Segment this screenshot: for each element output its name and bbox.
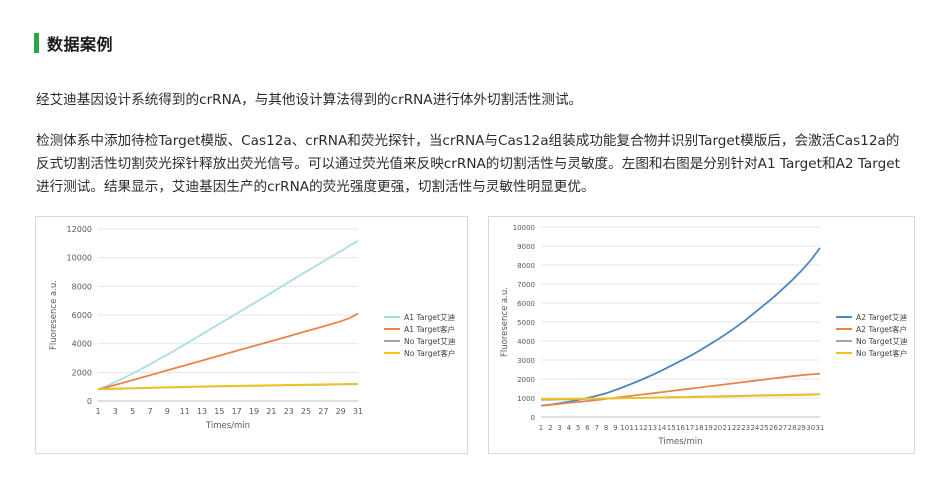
- series-line-4: [97, 382, 359, 390]
- y-tick-label: 2000: [72, 368, 92, 377]
- y-tick-label: 0: [531, 414, 535, 422]
- x-tick-label: 13: [648, 424, 657, 432]
- x-tick-label: 7: [595, 424, 599, 432]
- x-tick-label: 19: [704, 424, 713, 432]
- x-tick-label: 21: [723, 424, 732, 432]
- x-tick-label: 31: [816, 424, 825, 432]
- intro-paragraph: 经艾迪基因设计系统得到的crRNA，与其他设计算法得到的crRNA进行体外切割活…: [36, 92, 583, 108]
- x-tick-label: 3: [557, 424, 561, 432]
- x-tick-label: 27: [318, 407, 328, 416]
- x-tick-label: 30: [806, 424, 815, 432]
- x-axis-title: Times/min: [657, 437, 702, 447]
- legend-label: A2 Target艾迪: [856, 312, 908, 322]
- y-tick-label: 5000: [517, 319, 535, 327]
- x-tick-label: 11: [630, 424, 639, 432]
- chart-a2-target: 0 1000 2000 3000 4000 5000 6000 7000 8000 9000 100…: [500, 224, 908, 447]
- x-tick-label: 17: [232, 407, 242, 416]
- legend-label: A1 Target艾迪: [404, 312, 456, 322]
- legend-label: A2 Target客户: [856, 324, 907, 334]
- x-tick-label: 17: [685, 424, 694, 432]
- y-tick-label: 8000: [72, 282, 92, 291]
- x-tick-label: 22: [732, 424, 741, 432]
- y-tick-label: 3000: [517, 357, 535, 365]
- x-tick-label: 2: [548, 424, 552, 432]
- x-tick-label: 15: [214, 407, 224, 416]
- y-tick-label: 6000: [72, 311, 92, 320]
- y-tick-label: 10000: [513, 224, 535, 232]
- x-tick-label: 25: [760, 424, 769, 432]
- y-tick-label: 7000: [517, 281, 535, 289]
- x-tick-label: 16: [676, 424, 685, 432]
- x-tick-label: 26: [769, 424, 778, 432]
- x-tick-label: 1: [95, 407, 100, 416]
- legend-label: No Target艾迪: [856, 336, 908, 346]
- series-line-2: [540, 372, 821, 407]
- x-tick-label: 3: [113, 407, 118, 416]
- x-tick-label: 29: [797, 424, 806, 432]
- series-line-1: [97, 240, 359, 391]
- legend-label: No Target客户: [404, 348, 455, 358]
- legend-label: No Target艾迪: [404, 336, 456, 346]
- chart-card-a2: 0 1000 2000 3000 4000 5000 6000 7000 8000 9000 100…: [488, 216, 915, 454]
- x-axis-title: Times/min: [205, 421, 250, 431]
- section-title: 数据案例: [47, 35, 114, 54]
- y-tick-label: 9000: [517, 243, 535, 251]
- x-tick-label: 11: [180, 407, 190, 416]
- series-line-4: [541, 393, 821, 400]
- x-tick-label: 23: [284, 407, 294, 416]
- x-tick-label: 1: [539, 424, 543, 432]
- legend-label: No Target客户: [856, 348, 907, 358]
- x-tick-label: 9: [165, 407, 170, 416]
- y-tick-label: 4000: [517, 338, 535, 346]
- y-tick-label: 12000: [67, 225, 92, 234]
- section-header: 数据案例: [34, 31, 113, 55]
- chart-card-a1: 0 2000 4000 6000 8000 10000 12000 1 3 5 7 9 11 13 15 17…: [35, 216, 468, 454]
- x-tick-label: 24: [750, 424, 759, 432]
- x-tick-label: 15: [667, 424, 676, 432]
- x-tick-label: 25: [301, 407, 311, 416]
- x-tick-label: 12: [639, 424, 648, 432]
- x-tick-label: 10: [620, 424, 629, 432]
- y-tick-label: 8000: [517, 262, 535, 270]
- section-accent-bar: [34, 33, 39, 53]
- x-tick-label: 23: [741, 424, 750, 432]
- series-line-1: [540, 247, 821, 407]
- y-axis-title: Fluoresence a.u.: [49, 280, 59, 350]
- x-tick-label: 18: [695, 424, 704, 432]
- x-tick-label: 14: [657, 424, 666, 432]
- description-paragraph: 检测体系中添加待检Target模版、Cas12a、crRNA和荧光探针，当crR…: [36, 133, 900, 195]
- legend-label: A1 Target客户: [404, 324, 455, 334]
- x-tick-label: 13: [197, 407, 207, 416]
- y-tick-label: 2000: [517, 376, 535, 384]
- x-tick-label: 20: [713, 424, 722, 432]
- y-tick-label: 6000: [517, 300, 535, 308]
- series-line-2: [97, 312, 359, 391]
- x-tick-label: 27: [778, 424, 787, 432]
- y-axis-title: Fluoresence a.u.: [500, 287, 510, 357]
- x-tick-label: 5: [576, 424, 580, 432]
- y-tick-label: 10000: [67, 254, 92, 263]
- x-tick-label: 7: [147, 407, 152, 416]
- x-tick-label: 4: [567, 424, 572, 432]
- x-tick-label: 21: [266, 407, 276, 416]
- y-tick-label: 0: [87, 397, 92, 406]
- x-tick-label: 8: [604, 424, 608, 432]
- x-tick-label: 6: [585, 424, 590, 432]
- x-tick-label: 9: [613, 424, 617, 432]
- x-tick-label: 28: [788, 424, 797, 432]
- x-tick-label: 31: [353, 407, 363, 416]
- y-tick-label: 1000: [517, 395, 535, 403]
- x-tick-label: 19: [249, 407, 259, 416]
- x-tick-label: 29: [336, 407, 346, 416]
- y-tick-label: 4000: [72, 340, 92, 349]
- x-tick-label: 5: [130, 407, 135, 416]
